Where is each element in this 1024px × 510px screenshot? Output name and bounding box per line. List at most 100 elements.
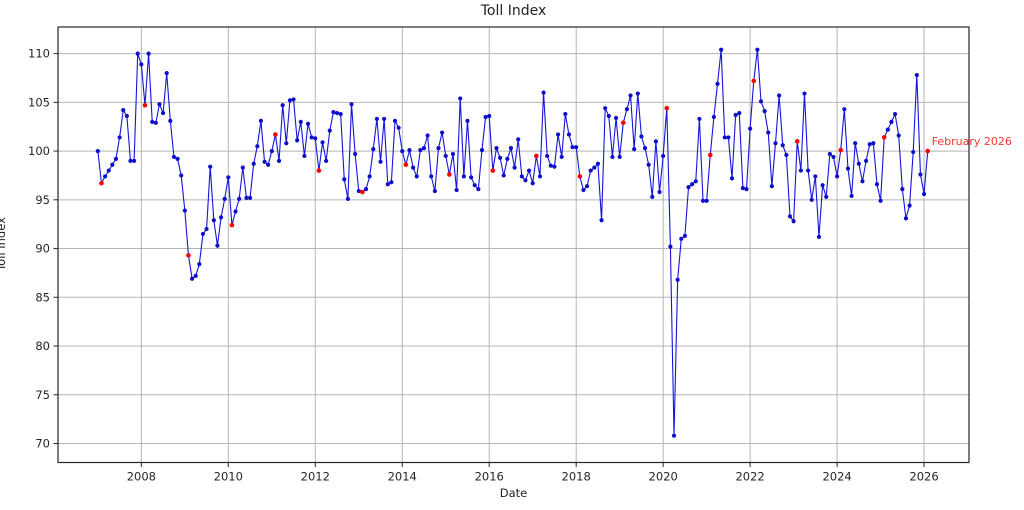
- highlight-point: [707, 152, 713, 158]
- data-point: [628, 93, 633, 98]
- data-point: [320, 140, 325, 145]
- data-point: [624, 107, 630, 112]
- data-point: [432, 188, 437, 194]
- axis-ticks: [53, 53, 925, 467]
- highlight-points: [99, 78, 930, 258]
- data-point: [175, 156, 180, 161]
- y-tick-label: 80: [35, 339, 50, 353]
- data-point: [592, 165, 597, 170]
- data-point: [411, 165, 416, 170]
- data-point: [900, 186, 905, 192]
- data-point: [345, 196, 350, 201]
- data-point: [505, 156, 510, 161]
- data-point: [95, 148, 100, 154]
- data-point: [276, 158, 282, 163]
- data-point: [233, 209, 238, 214]
- data-point: [327, 128, 332, 133]
- data-point: [269, 148, 274, 154]
- data-point: [258, 118, 264, 123]
- data-point: [353, 151, 358, 157]
- data-point: [610, 154, 615, 160]
- data-point: [132, 158, 137, 163]
- highlight-point: [229, 222, 235, 228]
- data-point: [407, 148, 412, 153]
- data-point: [613, 115, 619, 121]
- data-point: [780, 143, 785, 148]
- data-point: [396, 125, 401, 130]
- data-point: [425, 133, 430, 138]
- data-point: [237, 196, 242, 201]
- data-point: [342, 177, 347, 182]
- data-point: [124, 113, 129, 119]
- y-tick-label: 105: [28, 95, 50, 109]
- data-point: [617, 154, 622, 160]
- data-point: [722, 135, 727, 140]
- data-point: [559, 154, 564, 160]
- data-point: [911, 149, 916, 155]
- data-point: [429, 174, 434, 179]
- highlight-point: [142, 102, 148, 108]
- data-point: [892, 111, 898, 117]
- data-point: [914, 72, 919, 78]
- data-point: [164, 71, 169, 76]
- x-tick-label: 2024: [822, 470, 851, 484]
- data-point: [385, 182, 390, 187]
- data-point: [733, 112, 738, 118]
- y-tick-label: 100: [28, 144, 50, 158]
- x-tick-label: 2008: [127, 470, 156, 484]
- data-point: [226, 175, 231, 180]
- data-point: [157, 102, 162, 107]
- data-point: [160, 110, 166, 116]
- data-point: [588, 168, 593, 173]
- x-tick-label: 2016: [475, 470, 504, 484]
- data-point: [813, 174, 818, 179]
- highlight-point: [273, 132, 278, 137]
- x-axis-label: Date: [499, 486, 528, 500]
- data-point: [287, 98, 293, 103]
- data-point: [541, 90, 546, 95]
- data-point: [661, 153, 666, 159]
- data-point: [334, 110, 340, 116]
- data-point: [418, 148, 423, 153]
- data-point: [189, 276, 195, 281]
- data-point: [726, 135, 731, 140]
- gridlines: [58, 27, 969, 463]
- data-point: [436, 146, 441, 151]
- data-point: [671, 433, 677, 438]
- data-point: [584, 184, 590, 189]
- data-point: [298, 119, 303, 124]
- data-point: [595, 161, 601, 166]
- data-point: [809, 197, 814, 202]
- data-point: [519, 174, 524, 179]
- data-point: [291, 97, 296, 102]
- data-point: [867, 142, 872, 147]
- data-point: [465, 118, 470, 123]
- data-point: [679, 236, 684, 241]
- data-point: [469, 175, 474, 180]
- data-point: [639, 134, 644, 139]
- data-point: [642, 146, 648, 151]
- data-point: [483, 114, 488, 120]
- data-point: [440, 130, 445, 135]
- data-point: [816, 234, 822, 239]
- data-point: [378, 159, 383, 164]
- highlight-point: [925, 148, 930, 154]
- data-points: [95, 47, 927, 438]
- y-tick-label: 90: [35, 242, 50, 256]
- data-point: [117, 135, 122, 140]
- x-tick-label: 2010: [214, 470, 243, 484]
- data-point: [526, 168, 532, 173]
- data-point: [802, 91, 807, 96]
- data-point: [878, 198, 883, 203]
- highlight-point: [664, 105, 670, 111]
- data-point: [400, 148, 405, 154]
- data-point: [907, 203, 912, 208]
- data-point: [599, 218, 604, 223]
- y-tick-label: 75: [35, 388, 50, 402]
- data-point: [512, 165, 517, 170]
- data-point: [863, 158, 869, 163]
- data-point: [461, 174, 466, 179]
- data-point: [646, 162, 651, 167]
- data-point: [824, 194, 829, 199]
- data-point: [657, 189, 662, 195]
